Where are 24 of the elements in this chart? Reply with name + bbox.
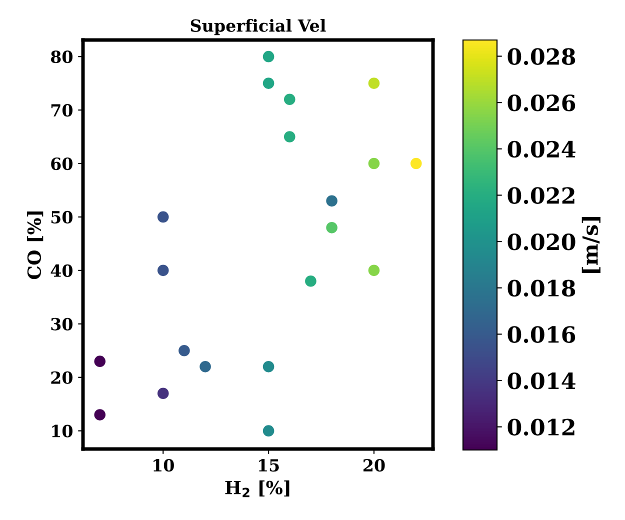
y-tick-label: 40 [50,264,72,277]
y-tick-label: 50 [51,210,72,224]
y-tick-label: 70 [51,104,72,117]
color-bar-label: 0.012 [508,418,574,436]
color-bar-label: 0.014 [508,372,576,390]
x-axis-title: H$_{2}$ [%] [225,480,290,498]
y-tick-label: 60 [51,157,72,170]
color-bar-label: 0.020 [508,233,576,250]
color-bar-label: 0.022 [508,187,574,204]
y-tick-label: 30 [51,318,72,330]
x-tick-label: 15 [258,459,279,472]
color-bar-label: 0.016 [508,326,576,343]
y-tick-label: 10 [52,424,72,438]
color-bar-label: 0.018 [508,280,576,297]
color-bar-label: 0.026 [508,94,576,112]
y-tick-label: 20 [51,371,72,384]
y-axis-title: CO [%] [27,211,44,280]
x-tick-label: 10 [154,459,174,472]
x-tick-label: 20 [363,459,385,472]
color-bar-label: 0.028 [508,48,576,65]
chart-title: Superficial Vel [190,19,326,36]
color-bar-label: 0.024 [508,140,576,158]
color-bar-title: [m/s] [582,217,600,273]
y-tick-label: 80 [50,50,72,64]
